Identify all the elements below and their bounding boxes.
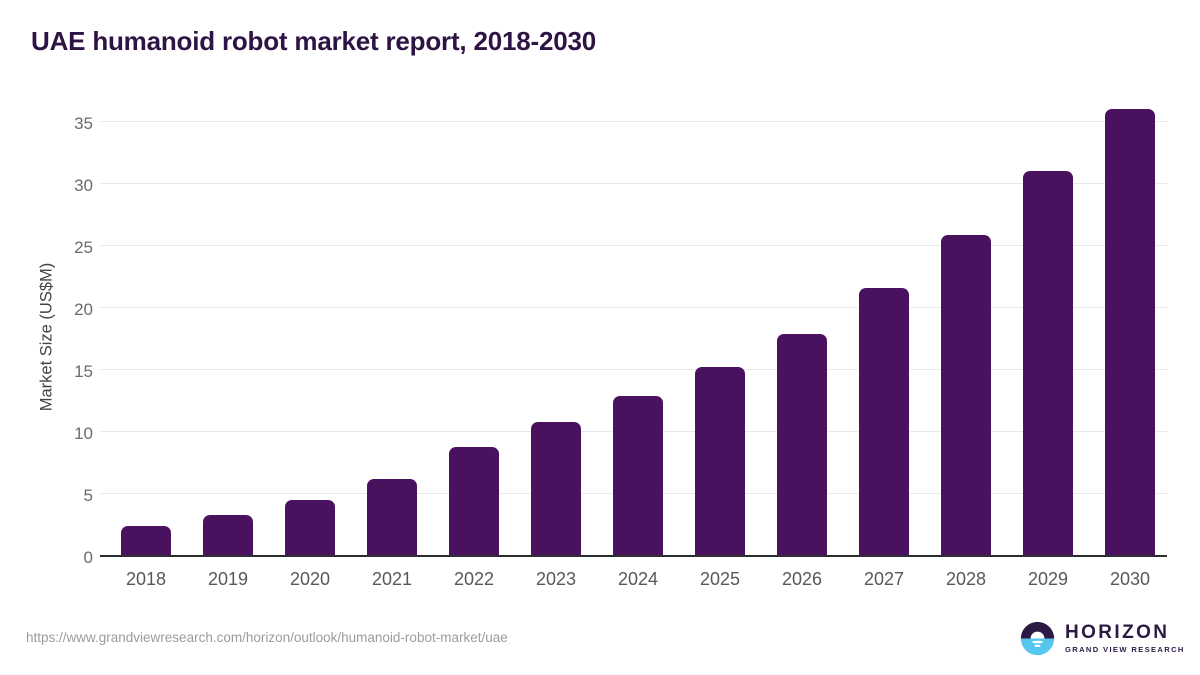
logo-title: HORIZON xyxy=(1065,622,1170,643)
bar-2021 xyxy=(367,479,417,555)
x-tick-label: 2018 xyxy=(125,569,167,589)
horizon-logo-icon xyxy=(1020,621,1055,656)
y-tick-label: 20 xyxy=(74,299,93,319)
x-tick-label: 2020 xyxy=(289,569,331,589)
y-tick-label: 5 xyxy=(83,485,93,505)
x-tick-label: 2021 xyxy=(371,569,413,589)
logo-subtitle: GRAND VIEW RESEARCH xyxy=(1065,645,1185,654)
y-axis-ticks: 0 5 10 15 20 25 30 35 xyxy=(0,111,93,567)
x-tick-label: 2024 xyxy=(617,569,659,589)
bar-2027 xyxy=(859,288,909,555)
page-title: UAE humanoid robot market report, 2018-2… xyxy=(31,26,596,56)
bar-2019 xyxy=(203,515,253,555)
bar-2018 xyxy=(121,526,171,555)
x-axis-labels: 2018 2019 2020 2021 2022 2023 2024 2025 2026 2027… xyxy=(100,569,1167,595)
y-tick-label: 15 xyxy=(74,361,93,381)
bar-2025 xyxy=(695,366,745,555)
x-tick-label: 2027 xyxy=(863,569,905,589)
x-tick-label: 2022 xyxy=(453,569,495,589)
y-tick-label: 10 xyxy=(74,423,93,443)
logo-text: HORIZON GRAND VIEW RESEARCH xyxy=(1065,622,1185,655)
y-tick-label: 0 xyxy=(83,547,93,567)
bar-2028 xyxy=(941,235,991,555)
x-tick-label: 2028 xyxy=(945,569,987,589)
gridline xyxy=(100,244,1167,246)
y-tick-label: 30 xyxy=(74,175,93,195)
x-tick-label: 2029 xyxy=(1027,569,1069,589)
bar-2030 xyxy=(1105,108,1155,555)
y-tick-label: 25 xyxy=(74,237,93,257)
plot-area xyxy=(100,108,1167,557)
gridline xyxy=(100,368,1167,370)
gridline xyxy=(100,182,1167,184)
bar-2023 xyxy=(531,422,581,555)
x-tick-label: 2030 xyxy=(1109,569,1151,589)
bar-2029 xyxy=(1023,170,1073,555)
y-tick-label: 35 xyxy=(74,113,93,133)
x-tick-label: 2023 xyxy=(535,569,577,589)
x-tick-label: 2019 xyxy=(207,569,249,589)
horizon-logo: HORIZON GRAND VIEW RESEARCH xyxy=(1019,620,1185,657)
bar-2020 xyxy=(285,500,335,555)
bar-2024 xyxy=(613,396,663,555)
x-tick-label: 2026 xyxy=(781,569,823,589)
gridline xyxy=(100,306,1167,308)
bar-2026 xyxy=(777,334,827,555)
x-tick-label: 2025 xyxy=(699,569,741,589)
gridline xyxy=(100,120,1167,122)
bar-2022 xyxy=(449,447,499,555)
source-url: https://www.grandviewresearch.com/horizo… xyxy=(26,630,508,645)
